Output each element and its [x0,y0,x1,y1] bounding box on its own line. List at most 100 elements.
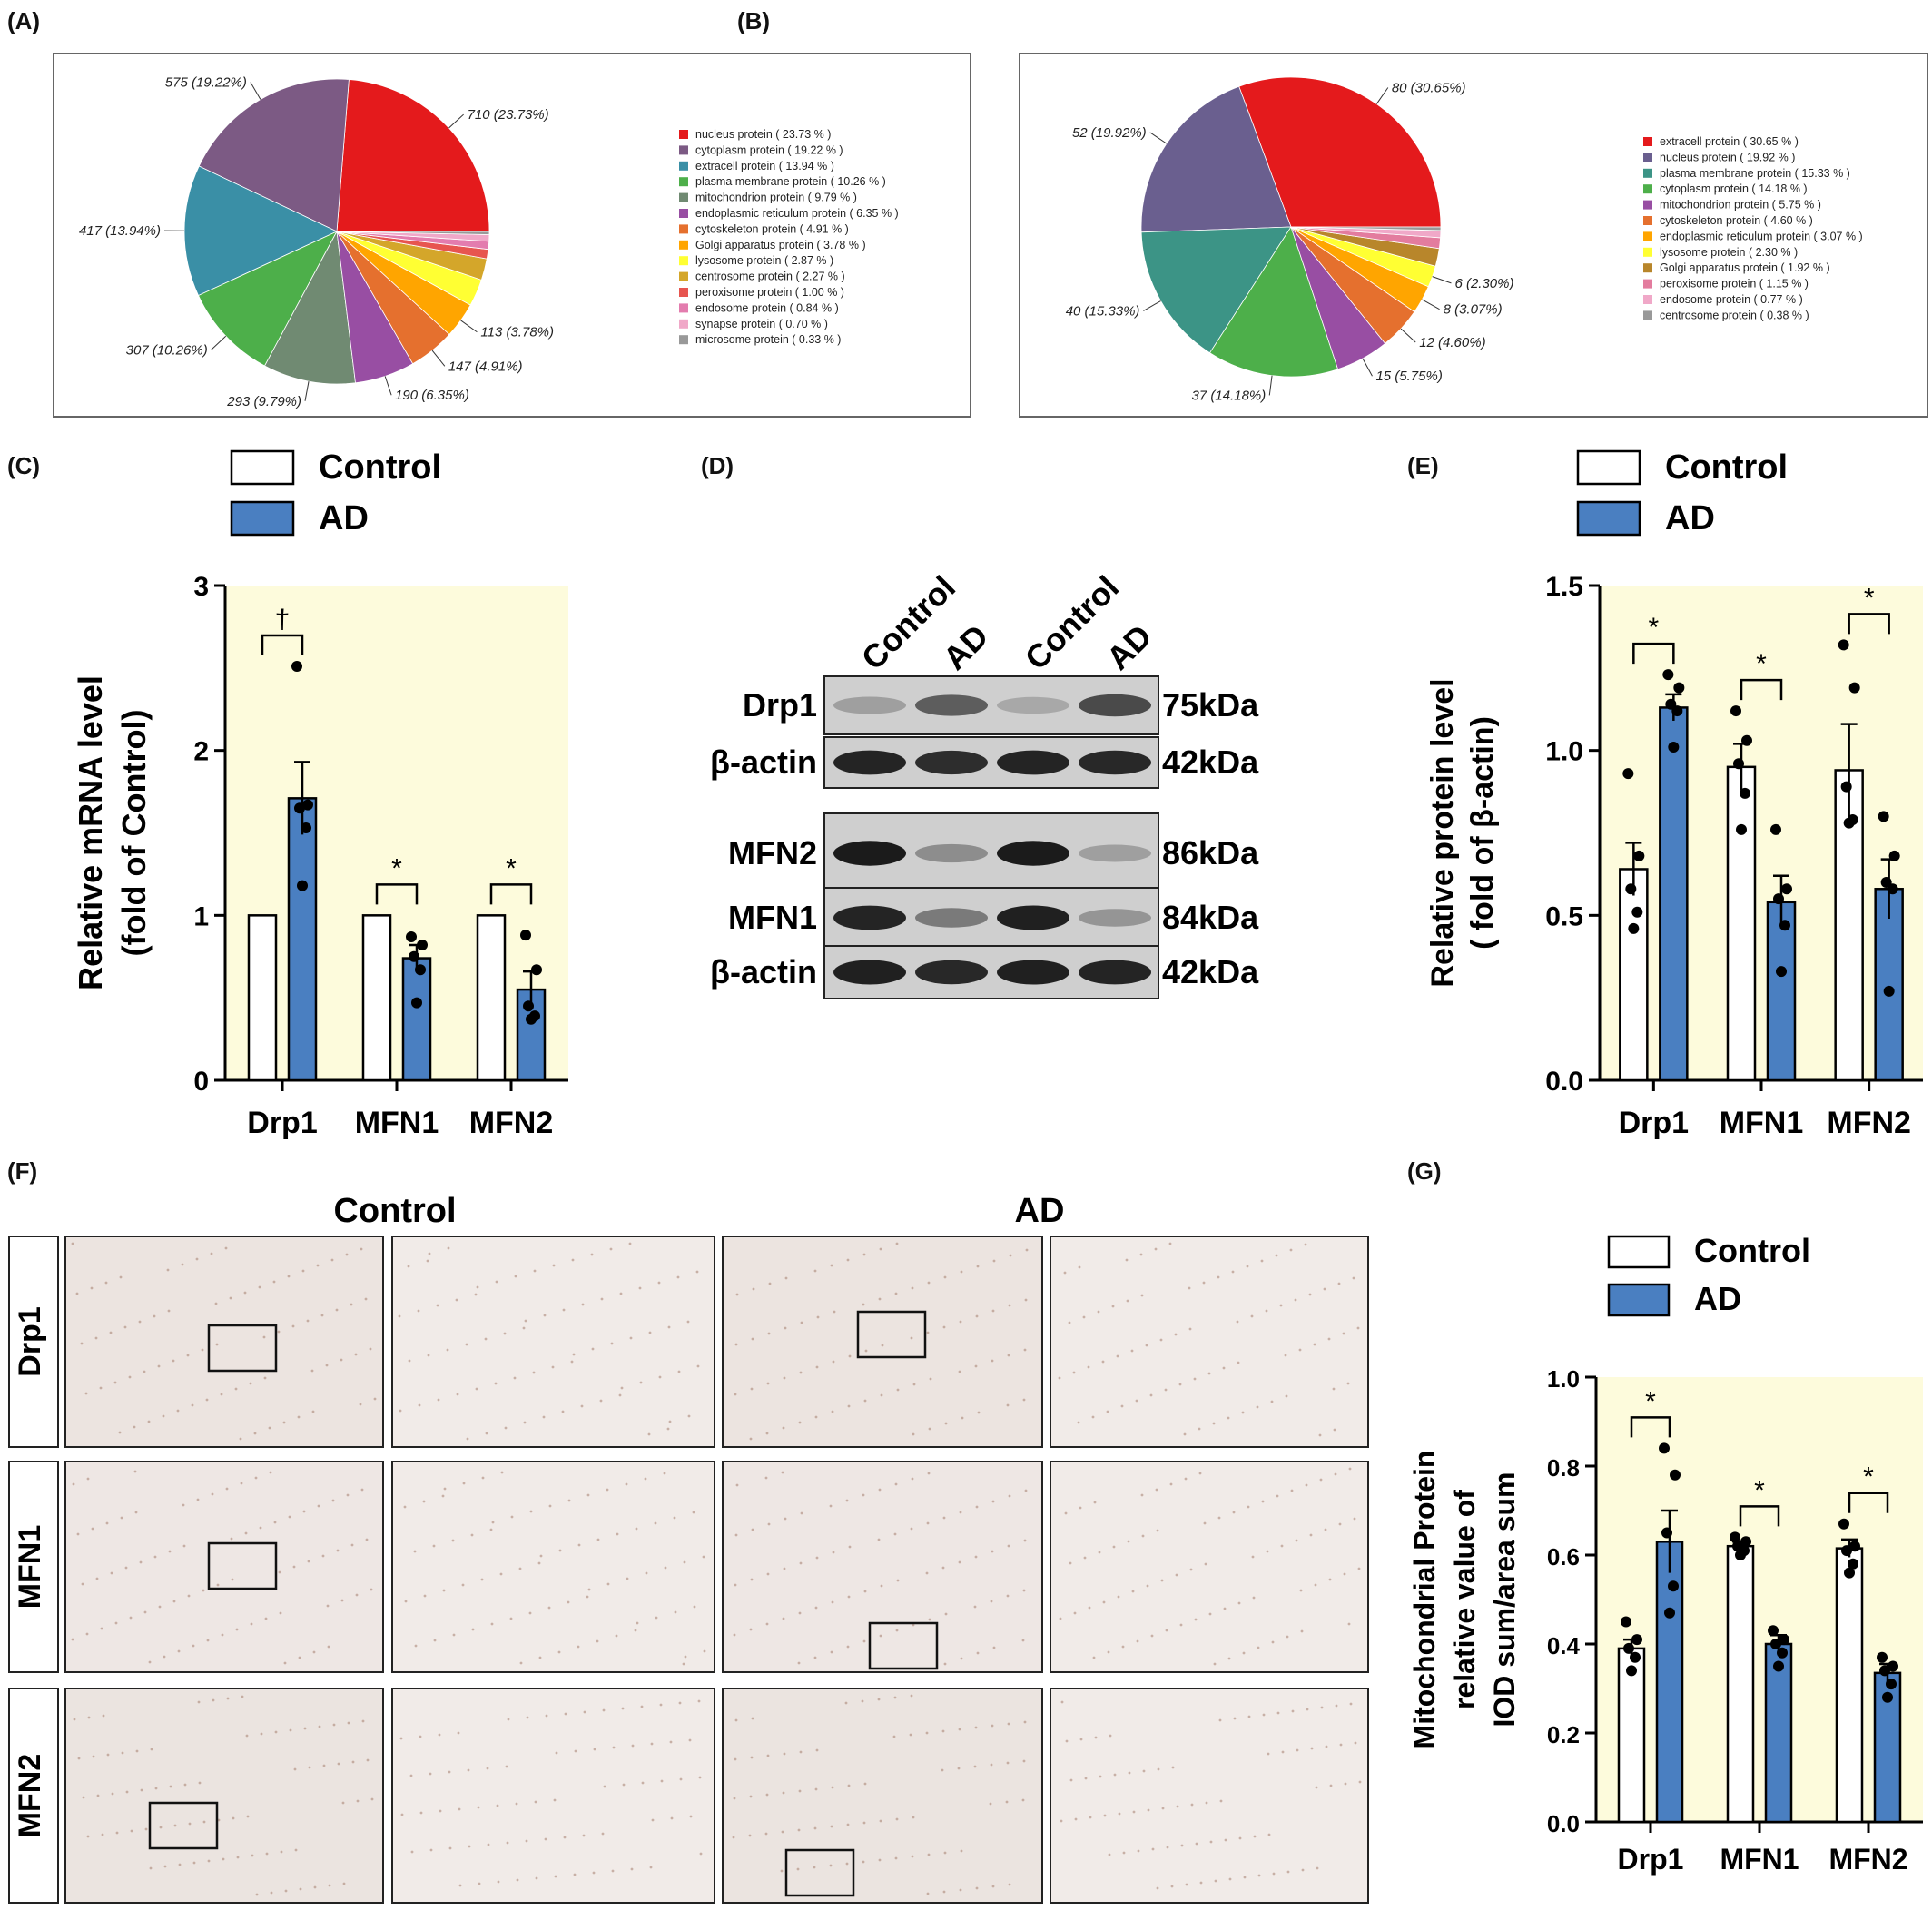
data-point [1664,1607,1675,1619]
ihc-stain-speck [282,1421,286,1424]
ihc-stain-speck [959,1511,962,1514]
ihc-stain-speck [973,1605,977,1609]
ihc-micrograph [391,1236,715,1448]
ihc-stain-speck [232,1816,235,1820]
ihc-stain-speck [973,1765,977,1768]
ihc-stain-speck [169,1785,172,1788]
ihc-stain-speck [732,1836,735,1839]
ihc-stain-speck [212,1698,215,1702]
ihc-stain-speck [1089,1816,1092,1819]
ihc-stain-speck [222,1857,225,1861]
ihc-stain-speck [1140,1493,1144,1497]
ihc-stain-speck [1073,1611,1077,1615]
ihc-stain-speck [477,1806,480,1809]
ihc-stain-speck [831,1410,834,1413]
ihc-stain-speck [813,1866,816,1869]
legend-swatch-ad [230,500,295,537]
pie-label-leader [304,381,310,401]
ihc-stain-speck [102,1714,105,1718]
ihc-stain-speck [679,1777,683,1781]
ihc-stain-speck [1218,1718,1222,1722]
ihc-stain-speck [370,1797,374,1801]
ihc-stain-speck [574,1749,577,1753]
ihc-stain-speck [128,1375,132,1379]
ihc-stain-speck [1198,1472,1202,1475]
ihc-panel-f: Control AD Drp1 MFN1 MFN2 [8,1192,1369,1904]
ihc-micrograph [391,1688,715,1904]
ihc-stain-speck [765,1793,769,1797]
pie-data-label: 40 (15.33%) [1066,303,1140,319]
legend-swatch [1643,247,1652,257]
ihc-stain-speck [635,1527,638,1531]
ihc-stain-speck [847,1784,851,1787]
ihc-stain-speck [1262,1713,1266,1717]
data-point [523,1000,534,1012]
ihc-stain-speck [1168,1242,1172,1245]
ihc-stain-speck [895,1629,899,1632]
ihc-stain-speck [909,1733,912,1737]
blot-size-label: 42kDa [1162,953,1259,990]
data-point [1840,781,1852,793]
significance-bracket [1630,1416,1671,1438]
ihc-stain-speck [243,1291,247,1295]
ihc-stain-speck [1164,1388,1168,1392]
ihc-stain-speck [977,1411,981,1414]
data-point [1736,823,1747,835]
ihc-stain-speck [283,1661,287,1665]
blot-band [1079,960,1151,985]
ihc-stain-speck [592,1871,596,1875]
ihc-stain-speck [959,1320,962,1324]
ihc-group-label-control: Control [333,1192,456,1230]
ihc-stain-speck [1343,1572,1346,1576]
ihc-stain-speck [833,1310,836,1314]
data-point [1622,768,1634,780]
ihc-stain-speck [975,1886,979,1890]
ihc-stain-speck [535,1876,538,1880]
ihc-stain-speck [609,1247,613,1251]
ihc-stain-speck [697,1699,701,1703]
ihc-stain-speck [768,1282,772,1285]
ihc-stain-speck [895,1242,899,1245]
ihc-stain-speck [475,1387,478,1391]
ihc-stain-speck [202,1589,205,1592]
legend-swatch [1643,153,1652,162]
ihc-stain-speck [815,1365,819,1369]
ihc-stain-speck [815,1556,819,1560]
ihc-stain-speck [878,1488,882,1492]
ihc-stain-speck [1176,1805,1179,1808]
ihc-stain-speck [216,1583,220,1587]
data-point [301,822,311,834]
ihc-stain-speck [419,1811,423,1815]
ihc-stain-speck [799,1750,803,1754]
ihc-stain-speck [1097,1310,1100,1314]
ihc-stain-speck [269,1471,272,1474]
ihc-stain-speck [302,1510,306,1513]
ihc-stain-speck [1157,1767,1160,1771]
ihc-stain-speck [539,1554,543,1558]
ihc-stain-speck [749,1795,753,1798]
ihc-stain-speck [307,1560,310,1563]
significance-bracket [1632,642,1675,665]
data-point [1770,823,1781,835]
panel-label-g: (G) [1407,1157,1442,1185]
ihc-stain-speck [577,1543,581,1547]
ihc-stain-speck [399,1409,402,1413]
y-axis-label: Mitochondrial Protein [1408,1451,1441,1749]
ihc-stain-speck [958,1728,961,1731]
ihc-stain-speck [814,1606,818,1610]
ihc-stain-speck [462,1482,466,1485]
ihc-stain-speck [332,1723,336,1727]
ihc-stain-speck [408,1359,411,1363]
ihc-stain-speck [452,1633,456,1637]
ihc-stain-speck [373,1397,377,1401]
bar-control-drp1 [247,914,278,1082]
ihc-stain-speck [1237,1361,1240,1364]
ihc-stain-speck [618,1393,622,1397]
ihc-stain-speck [1188,1327,1192,1331]
ihc-stain-speck [563,1836,567,1839]
ihc-stain-speck [369,1347,372,1351]
ihc-stain-speck [862,1303,865,1306]
ihc-stain-speck [692,1511,695,1514]
ihc-stain-speck [1006,1594,1010,1598]
